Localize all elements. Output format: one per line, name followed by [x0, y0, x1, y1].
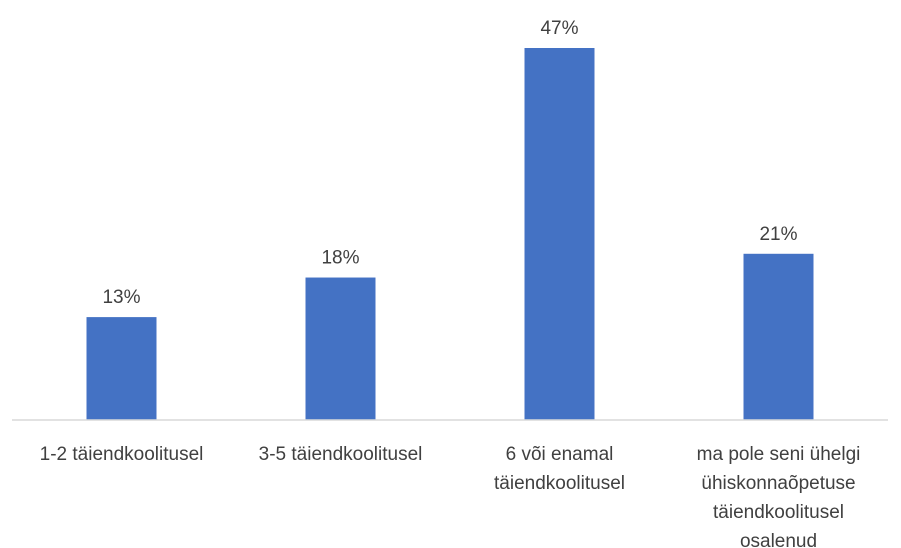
bar-1: [86, 317, 157, 420]
category-label-3: 6 või enamal täiendkoolitusel: [494, 444, 625, 494]
data-labels-layer: 13% 18% 47% 21%: [102, 18, 797, 308]
data-label-2: 18%: [321, 248, 359, 269]
data-label-1: 13%: [102, 287, 140, 308]
data-label-4: 21%: [759, 224, 797, 245]
bars-layer: [86, 48, 814, 420]
category-label-3-line-2: täiendkoolitusel: [494, 473, 625, 494]
category-labels-layer: 1-2 täiendkoolitusel 3-5 täiendkoolitusel…: [40, 444, 861, 548]
category-label-2-line-1: 3-5 täiendkoolitusel: [259, 444, 423, 465]
category-label-2: 3-5 täiendkoolitusel: [259, 444, 423, 465]
category-label-4-line-1: ma pole seni ühelgi: [697, 444, 861, 465]
category-label-3-line-1: 6 või enamal: [506, 444, 614, 465]
category-label-4-line-2: ühiskonnaõpetuse: [701, 473, 855, 494]
bar-4: [743, 253, 814, 420]
category-label-1-line-1: 1-2 täiendkoolitusel: [40, 444, 204, 465]
category-label-4: ma pole seni ühelgi ühiskonnaõpetuse täien…: [697, 444, 861, 548]
data-label-3: 47%: [540, 18, 578, 39]
bar-2: [305, 277, 376, 420]
category-label-1: 1-2 täiendkoolitusel: [40, 444, 204, 465]
category-label-4-line-3: täiendkoolitusel: [713, 502, 844, 523]
bar-3: [524, 48, 595, 420]
category-label-4-line-4: osalenud: [740, 531, 817, 548]
